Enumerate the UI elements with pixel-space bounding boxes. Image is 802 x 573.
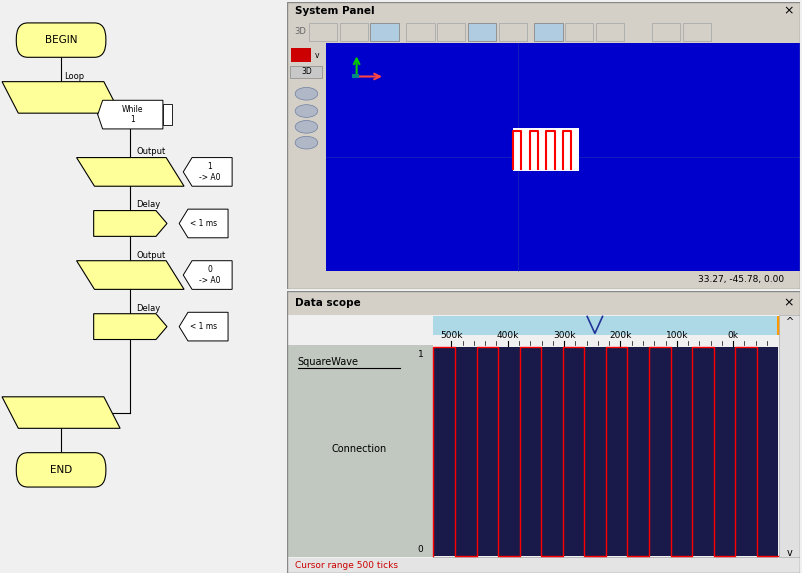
Bar [498,23,526,41]
Text: 33.27, -45.78, 0.00: 33.27, -45.78, 0.00 [698,276,784,284]
Circle shape [295,120,318,133]
Bar [287,344,433,558]
Polygon shape [76,261,184,289]
Text: System Panel: System Panel [295,6,375,16]
Bar [163,104,172,125]
Text: Output: Output [136,250,165,260]
Bar [351,74,358,79]
Text: 0k: 0k [727,331,738,340]
Text: 500k: 500k [439,331,462,340]
Circle shape [295,136,318,149]
Text: Data scope: Data scope [295,298,360,308]
Bar [436,23,464,41]
Text: While
1: While 1 [121,105,143,124]
Text: 3D: 3D [294,28,306,37]
Text: 200k: 200k [609,331,631,340]
Text: Cursor range 500 ticks: Cursor range 500 ticks [295,561,398,570]
Bar [433,558,777,573]
Text: 0: 0 [417,544,423,554]
Bar [309,23,337,41]
Text: SquareWave: SquareWave [298,356,358,367]
Text: Output: Output [136,147,165,156]
FancyBboxPatch shape [16,23,106,57]
Bar [287,44,326,270]
Circle shape [295,88,318,100]
Text: Delay: Delay [136,201,160,210]
Text: v: v [786,548,792,558]
Text: BEGIN: BEGIN [45,35,77,45]
Text: ×: × [782,5,792,18]
Bar [287,2,799,21]
Text: Delay: Delay [136,304,160,313]
Bar [290,48,310,62]
Bar [287,21,799,44]
Polygon shape [179,209,228,238]
Text: 300k: 300k [553,331,575,340]
Bar [776,316,787,335]
Bar [565,23,593,41]
Text: Connection: Connection [331,444,387,454]
Bar [468,23,496,41]
Text: ×: × [782,296,792,309]
Polygon shape [183,158,232,186]
Bar [370,23,398,41]
Text: 1: 1 [417,350,423,359]
Text: 400k: 400k [496,331,518,340]
Polygon shape [94,314,167,339]
Bar [433,347,777,555]
Bar [287,44,799,270]
Text: 1
-> A0: 1 -> A0 [199,162,221,182]
Polygon shape [183,261,232,289]
Bar [287,558,799,573]
Bar [287,291,799,315]
Polygon shape [2,81,120,113]
Polygon shape [76,158,184,186]
FancyBboxPatch shape [16,453,106,487]
Bar [290,66,322,78]
Text: Loop: Loop [64,72,84,80]
Polygon shape [98,100,163,129]
Text: < 1 ms: < 1 ms [190,322,217,331]
Text: 3D: 3D [301,68,311,76]
Circle shape [295,105,318,117]
Polygon shape [94,210,167,236]
Bar [339,23,367,41]
Bar [406,23,434,41]
Bar [651,23,679,41]
Text: 0
-> A0: 0 -> A0 [199,265,221,285]
Text: v: v [314,51,318,60]
Bar [595,23,623,41]
Bar [287,270,799,289]
Bar [778,315,799,558]
Bar [512,128,579,171]
Bar [683,23,711,41]
Text: ^: ^ [784,317,792,327]
Text: 100k: 100k [665,331,687,340]
Polygon shape [179,312,228,341]
Bar [433,316,778,335]
Bar [534,23,562,41]
Polygon shape [2,397,120,429]
Text: END: END [50,465,72,475]
Text: < 1 ms: < 1 ms [190,219,217,228]
